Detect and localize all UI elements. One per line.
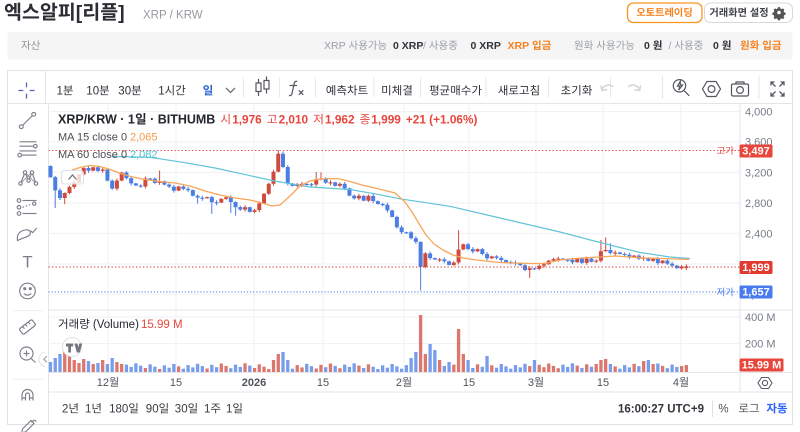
svg-text:1: 1	[57, 86, 63, 98]
svg-text:/: /	[669, 40, 675, 52]
svg-text:0 XRP: 0 XRP	[471, 40, 501, 52]
svg-text:%: %	[718, 404, 728, 416]
svg-text:· BITHUMB: · BITHUMB	[147, 113, 216, 127]
svg-text:XRP: XRP	[324, 40, 348, 52]
svg-text:2,400: 2,400	[745, 228, 773, 240]
svg-text:16:00:27 UTC+9: 16:00:27 UTC+9	[618, 404, 704, 416]
svg-text:10: 10	[86, 86, 99, 98]
svg-text:1,976: 1,976	[232, 113, 262, 127]
svg-text:0: 0	[713, 40, 722, 52]
svg-text:12: 12	[97, 377, 109, 389]
svg-text:XRP/KRW · 1: XRP/KRW · 1	[58, 113, 135, 127]
svg-text:0: 0	[644, 40, 653, 52]
svg-text:200 M: 200 M	[745, 338, 776, 350]
svg-text:2: 2	[62, 404, 68, 416]
svg-text:1,999: 1,999	[371, 113, 401, 127]
svg-text:400 M: 400 M	[745, 312, 776, 324]
svg-text:180: 180	[109, 404, 128, 416]
svg-text:+21 (+1.06%): +21 (+1.06%)	[406, 113, 478, 127]
svg-text:3: 3	[528, 377, 534, 389]
svg-text:1: 1	[85, 404, 91, 416]
svg-text:4: 4	[673, 377, 679, 389]
svg-text:2,082: 2,082	[130, 149, 158, 161]
svg-text:MA 15 close 0: MA 15 close 0	[58, 132, 127, 144]
svg-text:30: 30	[118, 86, 131, 98]
svg-text:2,010: 2,010	[279, 113, 309, 127]
svg-text:15.99 M: 15.99 M	[141, 319, 183, 331]
svg-text:2,800: 2,800	[745, 198, 773, 210]
svg-text:MA 60 close 0: MA 60 close 0	[58, 149, 127, 161]
svg-text:1: 1	[226, 404, 232, 416]
svg-text:0 XRP: 0 XRP	[393, 40, 423, 52]
svg-text:XRP: XRP	[508, 40, 532, 52]
svg-text:15: 15	[463, 377, 475, 389]
svg-text:4,000: 4,000	[745, 106, 773, 118]
svg-text:(Volume): (Volume)	[90, 319, 139, 331]
svg-text:3,200: 3,200	[745, 167, 773, 179]
svg-text:15.99 M: 15.99 M	[742, 360, 782, 372]
svg-text:15: 15	[597, 377, 609, 389]
svg-text:1,999: 1,999	[742, 262, 770, 274]
svg-text:15: 15	[317, 377, 329, 389]
svg-text:1: 1	[204, 404, 210, 416]
svg-text:3,497: 3,497	[742, 146, 770, 158]
svg-text:]: ]	[118, 2, 125, 24]
svg-text:/: /	[423, 40, 429, 52]
svg-text:T: T	[22, 254, 32, 272]
svg-text:1: 1	[158, 86, 164, 98]
svg-text:30: 30	[175, 404, 188, 416]
svg-text:1,657: 1,657	[742, 287, 770, 299]
svg-text:1,962: 1,962	[325, 113, 355, 127]
svg-text:90: 90	[146, 404, 159, 416]
svg-text:2: 2	[396, 377, 402, 389]
svg-text:15: 15	[170, 377, 182, 389]
svg-text:2026: 2026	[242, 377, 266, 389]
svg-text:XRP / KRW: XRP / KRW	[143, 10, 203, 22]
svg-text:2,065: 2,065	[130, 132, 158, 144]
svg-text:[: [	[76, 2, 83, 24]
